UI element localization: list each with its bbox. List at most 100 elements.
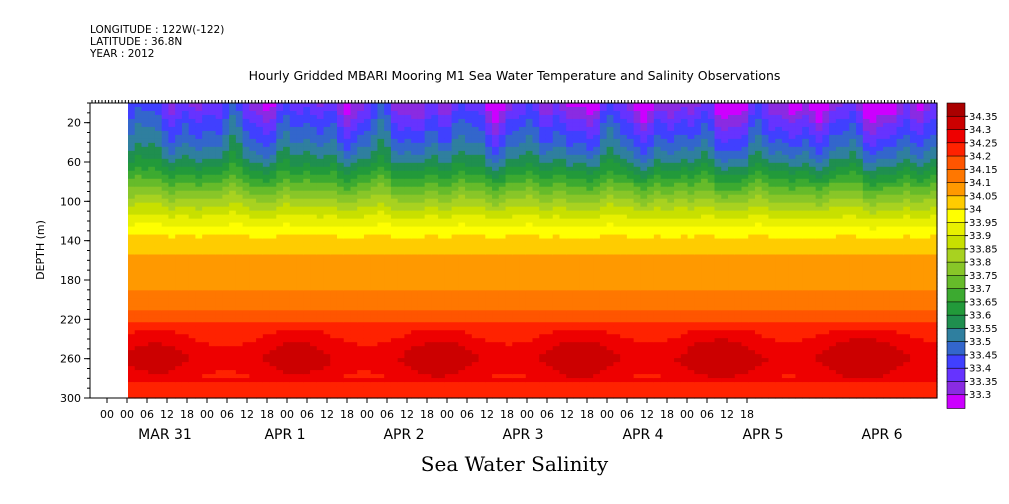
salinity-cell — [465, 242, 473, 248]
salinity-cell — [175, 258, 183, 264]
salinity-cell — [431, 258, 439, 264]
salinity-cell — [249, 326, 257, 331]
salinity-cell — [269, 270, 277, 276]
salinity-cell — [148, 222, 156, 228]
salinity-cell — [316, 186, 325, 192]
salinity-cell — [175, 254, 183, 260]
salinity-cell — [310, 250, 318, 256]
salinity-cell — [566, 242, 574, 248]
salinity-cell — [222, 118, 230, 124]
salinity-cell — [283, 366, 291, 371]
salinity-cell — [498, 130, 507, 136]
salinity-cell — [370, 286, 379, 291]
salinity-cell — [148, 206, 156, 212]
salinity-cell — [451, 338, 459, 343]
salinity-cell — [350, 270, 358, 276]
salinity-cell — [566, 206, 574, 212]
salinity-cell — [343, 374, 352, 379]
salinity-cell — [492, 218, 500, 224]
salinity-cell — [512, 290, 520, 295]
salinity-cell — [181, 114, 190, 120]
salinity-cell — [539, 242, 547, 248]
salinity-cell — [128, 274, 136, 280]
salinity-cell — [323, 262, 331, 268]
salinity-cell — [168, 198, 176, 204]
salinity-cell — [431, 294, 439, 299]
salinity-cell — [128, 294, 136, 299]
salinity-cell — [249, 266, 257, 272]
salinity-cell — [566, 278, 574, 283]
salinity-cell — [505, 174, 513, 180]
salinity-cell — [256, 342, 264, 347]
salinity-cell — [417, 242, 426, 248]
salinity-cell — [269, 326, 277, 331]
salinity-cell — [478, 270, 486, 276]
salinity-cell — [471, 254, 480, 260]
salinity-cell — [154, 258, 163, 264]
salinity-cell — [471, 290, 480, 295]
salinity-cell — [545, 110, 554, 116]
salinity-cell — [188, 214, 197, 220]
salinity-cell — [188, 150, 197, 156]
salinity-cell — [552, 374, 561, 379]
salinity-cell — [532, 170, 540, 176]
salinity-cell — [262, 186, 271, 192]
salinity-cell — [545, 322, 554, 327]
salinity-cell — [256, 202, 264, 208]
salinity-cell — [134, 166, 143, 172]
salinity-cell — [370, 278, 379, 283]
salinity-cell — [256, 306, 264, 311]
salinity-cell — [559, 218, 567, 224]
salinity-cell — [336, 106, 345, 112]
salinity-cell — [397, 166, 406, 172]
salinity-cell — [559, 246, 567, 252]
salinity-cell — [539, 166, 547, 172]
salinity-cell — [438, 194, 446, 200]
salinity-cell — [478, 242, 486, 248]
salinity-cell — [195, 346, 203, 351]
salinity-cell — [485, 394, 493, 399]
salinity-cell — [485, 378, 493, 383]
salinity-cell — [168, 154, 176, 160]
salinity-cell — [417, 210, 426, 216]
salinity-cell — [181, 206, 190, 212]
salinity-cell — [316, 286, 325, 291]
salinity-cell — [336, 218, 345, 224]
salinity-cell — [310, 254, 318, 260]
salinity-cell — [161, 166, 170, 172]
salinity-cell — [404, 386, 412, 391]
salinity-cell — [566, 326, 574, 331]
salinity-cell — [168, 142, 176, 148]
salinity-cell — [310, 318, 318, 323]
salinity-cell — [525, 374, 534, 379]
salinity-cell — [215, 286, 223, 291]
salinity-cell — [458, 178, 466, 184]
salinity-cell — [316, 218, 325, 224]
salinity-cell — [202, 370, 210, 375]
salinity-cell — [363, 202, 372, 208]
salinity-cell — [161, 394, 170, 399]
salinity-cell — [478, 278, 486, 283]
salinity-cell — [397, 218, 406, 224]
salinity-cell — [310, 110, 318, 116]
salinity-cell — [478, 130, 486, 136]
salinity-cell — [451, 118, 459, 124]
salinity-cell — [363, 146, 372, 152]
salinity-cell — [350, 282, 358, 287]
salinity-cell — [296, 206, 304, 212]
salinity-cell — [175, 218, 183, 224]
salinity-cell — [296, 306, 304, 311]
salinity-cell — [269, 190, 277, 196]
salinity-cell — [323, 230, 331, 236]
salinity-cell — [181, 342, 190, 347]
salinity-cell — [438, 114, 446, 120]
salinity-cell — [377, 322, 385, 327]
salinity-cell — [417, 198, 426, 204]
salinity-cell — [370, 334, 379, 339]
salinity-cell — [572, 218, 581, 224]
salinity-cell — [539, 154, 547, 160]
salinity-cell — [485, 146, 493, 152]
salinity-cell — [485, 154, 493, 160]
salinity-cell — [370, 218, 379, 224]
salinity-cell — [168, 374, 176, 379]
